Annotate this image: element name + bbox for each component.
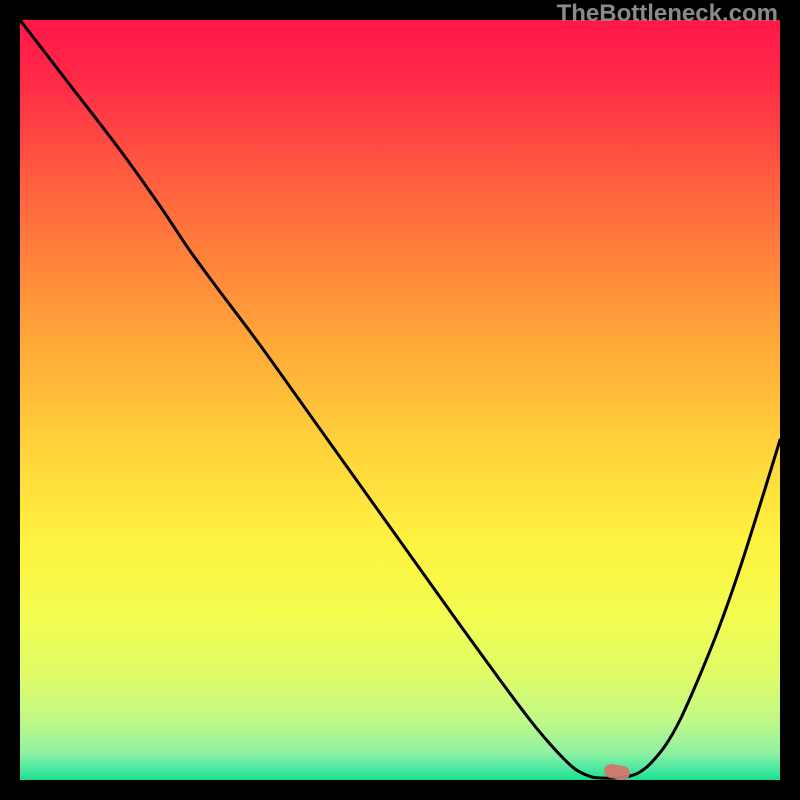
chart-frame: TheBottleneck.com: [0, 0, 800, 800]
plot-area: [20, 20, 780, 780]
watermark-text: TheBottleneck.com: [557, 0, 778, 28]
bottleneck-curve: [20, 20, 780, 778]
curve-layer: [20, 20, 780, 780]
bottleneck-curve-group: [20, 20, 780, 778]
